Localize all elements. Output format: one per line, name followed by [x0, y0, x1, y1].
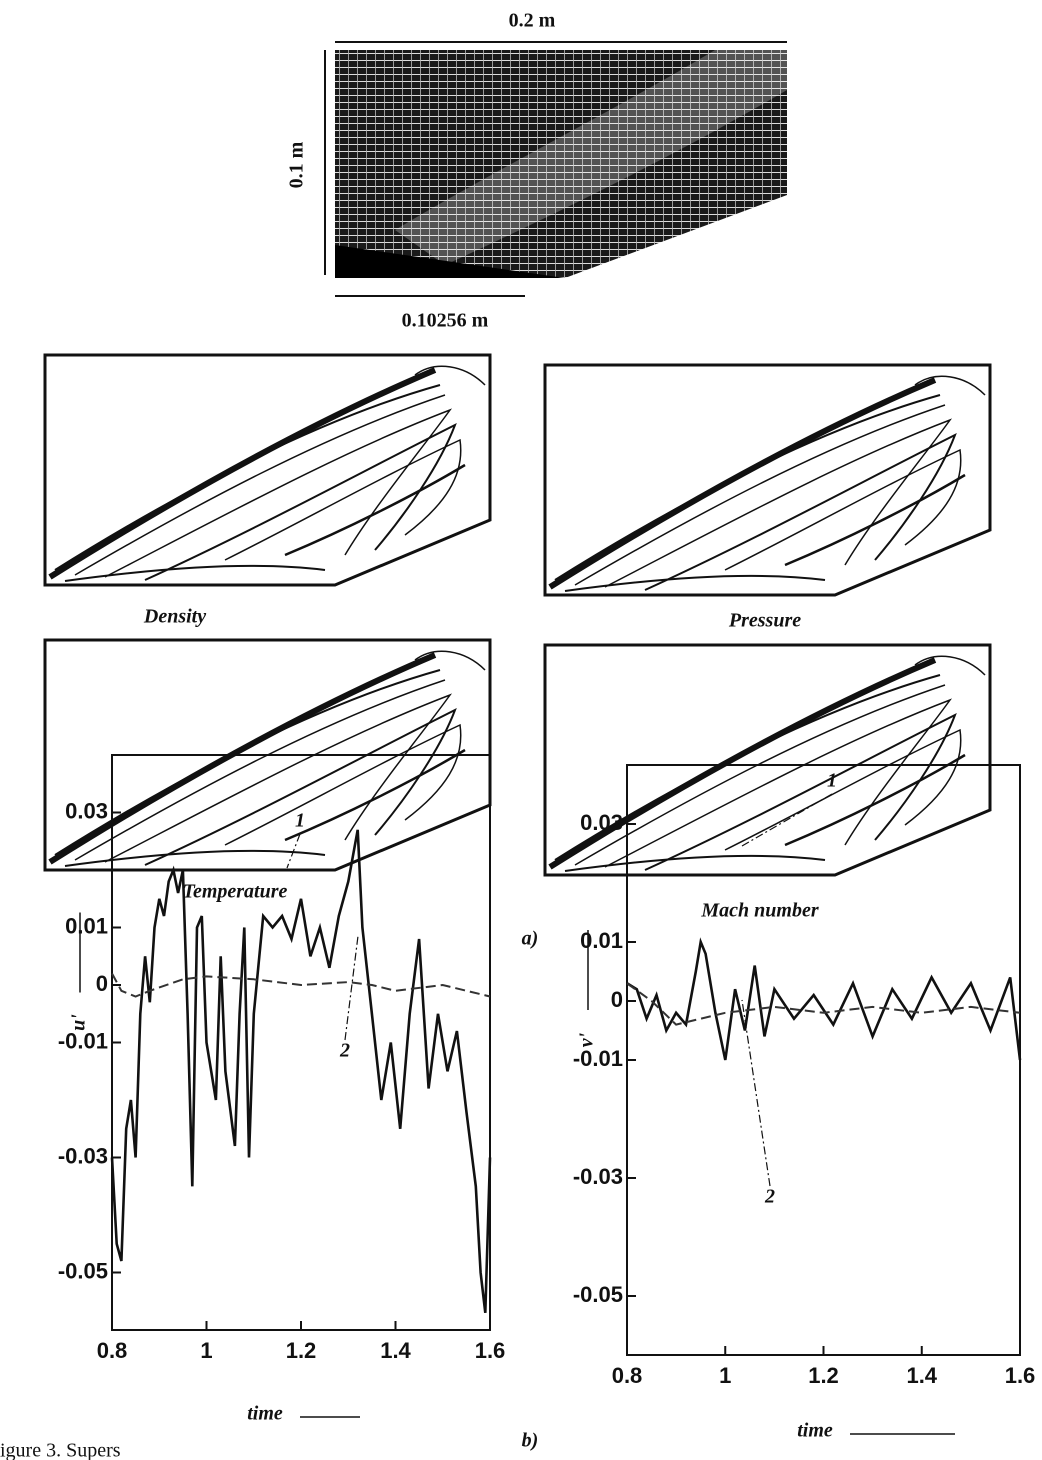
contour-panel	[545, 645, 990, 875]
part-label: a)	[522, 928, 539, 950]
annotation-leader	[344, 935, 359, 1041]
annotation: 2	[339, 1040, 350, 1062]
y-axis-label: u'	[68, 1014, 90, 1031]
x-tick-label: 1.2	[808, 1363, 839, 1388]
y-tick-label: 0.03	[580, 810, 623, 835]
annotation: 1	[827, 770, 837, 792]
x-axis-label: time	[797, 1420, 833, 1442]
contour-panel	[545, 365, 990, 595]
mesh-label: 0.1 m	[286, 141, 308, 188]
x-tick-label: 1.2	[286, 1338, 317, 1363]
annotation: 1	[295, 810, 305, 832]
y-tick-label: 0	[611, 987, 623, 1012]
series-line	[111, 973, 491, 998]
annotation-leader	[286, 833, 301, 869]
x-tick-label: 0.8	[97, 1338, 128, 1363]
y-tick-label: 0.01	[65, 913, 108, 938]
panel-label: Temperature	[183, 881, 288, 903]
x-tick-label: 1.4	[906, 1363, 937, 1388]
x-tick-label: 1.6	[1005, 1363, 1036, 1388]
x-tick-label: 1.4	[380, 1338, 411, 1363]
mesh-label: 0.10256 m	[402, 310, 489, 332]
caption: igure 3. Supers	[0, 1440, 121, 1460]
contour-panel	[45, 355, 490, 585]
y-tick-label: 0	[96, 971, 108, 996]
y-tick-label: -0.03	[58, 1143, 108, 1168]
y-tick-label: -0.05	[58, 1258, 108, 1283]
mesh	[335, 50, 787, 278]
annotation: 2	[764, 1186, 775, 1208]
y-tick-label: -0.01	[58, 1028, 108, 1053]
x-tick-label: 0.8	[612, 1363, 643, 1388]
panel-label: Density	[143, 606, 206, 628]
annotation-leader	[741, 793, 833, 847]
y-tick-label: -0.03	[573, 1164, 623, 1189]
panel-label: Pressure	[728, 610, 801, 632]
part-label: b)	[522, 1430, 539, 1452]
panel-label: Mach number	[700, 900, 818, 922]
y-tick-label: -0.01	[573, 1046, 623, 1071]
y-tick-label: -0.05	[573, 1282, 623, 1307]
x-axis-label: time	[247, 1403, 283, 1425]
x-tick-label: 1.6	[475, 1338, 506, 1363]
mesh-label: 0.2 m	[509, 10, 556, 32]
y-axis-label: v'	[576, 1032, 598, 1047]
x-tick-label: 1	[200, 1338, 212, 1363]
y-tick-label: 0.01	[580, 928, 623, 953]
series-line	[626, 982, 1021, 1026]
series-line	[110, 829, 492, 1313]
x-tick-label: 1	[719, 1363, 731, 1388]
annotation-leader	[741, 999, 771, 1187]
series-line	[626, 937, 1022, 1061]
y-tick-label: 0.03	[65, 798, 108, 823]
